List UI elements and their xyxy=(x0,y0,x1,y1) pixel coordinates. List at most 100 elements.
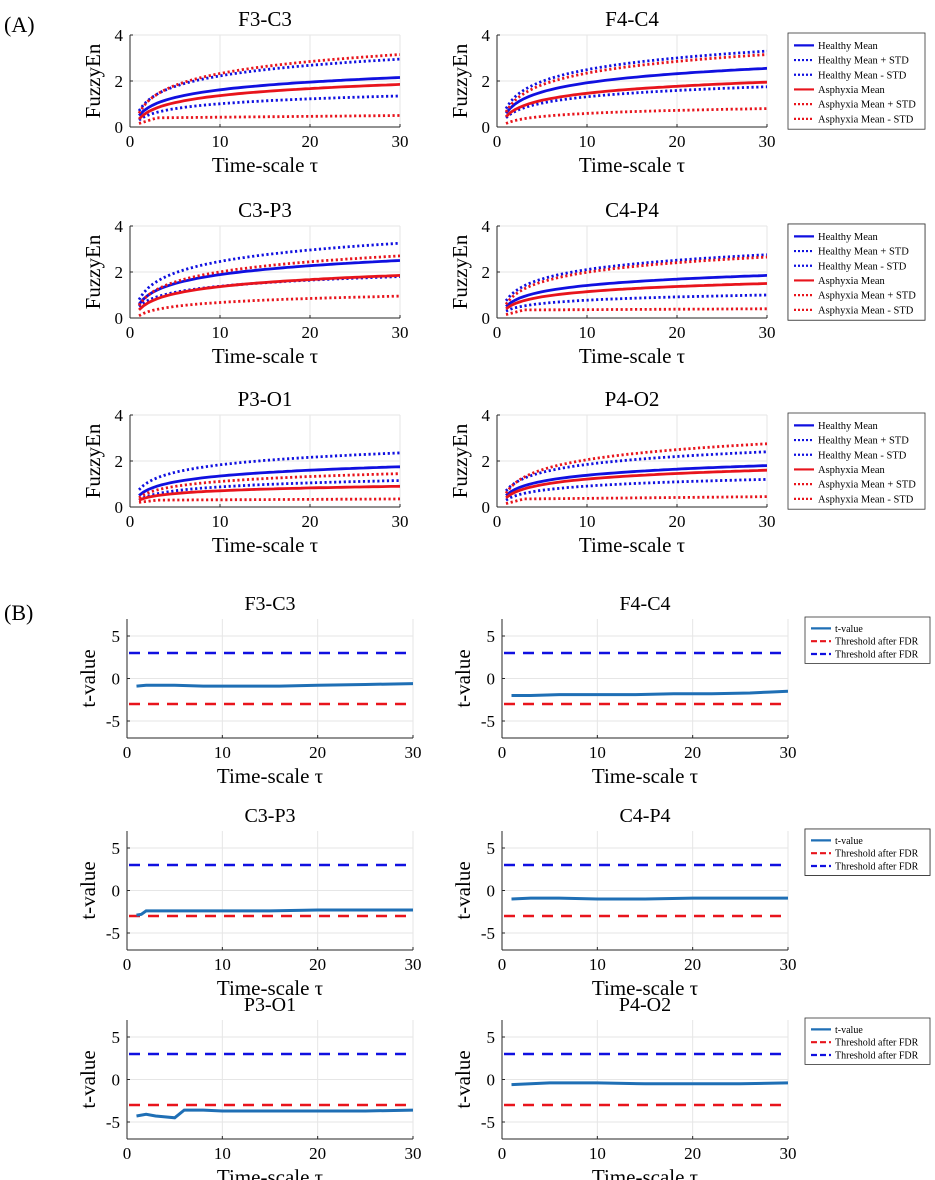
x-tick-label: 0 xyxy=(498,955,507,974)
x-tick-label: 0 xyxy=(498,1144,507,1163)
data-layer xyxy=(129,1052,413,1120)
data-layer xyxy=(129,651,413,706)
series-line-asphyxia-mean xyxy=(505,468,767,499)
x-axis-label: Time-scale τ xyxy=(217,1165,323,1180)
series-line-asphyxia-mean-std xyxy=(138,497,400,504)
series-line-healthy-mean-std xyxy=(137,57,400,112)
chart-title: F3-C3 xyxy=(238,7,292,31)
x-tick-label: 20 xyxy=(684,955,701,974)
x-tick-label: 20 xyxy=(309,743,326,762)
legend-label: Asphyxia Mean - STD xyxy=(818,114,914,125)
data-layer xyxy=(504,49,767,125)
y-tick-label: 0 xyxy=(487,670,496,689)
y-tick-label: 4 xyxy=(115,217,124,236)
legend-box: t-value Threshold after FDR Threshold afte… xyxy=(804,828,931,876)
y-tick-label: 0 xyxy=(115,118,124,137)
legend-label: Asphyxia Mean xyxy=(818,276,886,287)
y-tick-label: 2 xyxy=(482,452,491,471)
series-line-healthy-mean-std xyxy=(505,478,767,502)
x-axis-label: Time-scale τ xyxy=(579,153,685,177)
chart-title: C4-P4 xyxy=(619,805,670,827)
y-axis-label: t-value xyxy=(451,1050,475,1108)
y-axis-label: t-value xyxy=(76,861,100,919)
legend-label: Threshold after FDR xyxy=(835,1038,919,1049)
x-tick-label: 10 xyxy=(214,955,231,974)
y-tick-label: 4 xyxy=(115,406,124,425)
legend-frame xyxy=(787,223,926,321)
chart-title: F4-C4 xyxy=(619,593,670,615)
y-tick-label: 5 xyxy=(487,1028,496,1047)
series-line-asphyxia-mean-std xyxy=(504,53,767,113)
x-tick-label: 30 xyxy=(759,323,776,342)
series-line-asphyxia-mean xyxy=(138,274,400,311)
legend-label: Healthy Mean + STD xyxy=(818,56,909,67)
x-tick-label: 20 xyxy=(309,955,326,974)
x-tick-label: 0 xyxy=(123,1144,132,1163)
series-line-healthy-mean-std xyxy=(504,49,767,110)
x-tick-label: 0 xyxy=(126,512,135,531)
y-tick-label: 2 xyxy=(115,452,124,471)
x-axis-label: Time-scale τ xyxy=(212,533,318,557)
t-value-line xyxy=(511,689,788,697)
x-tick-label: 30 xyxy=(759,512,776,531)
x-tick-label: 10 xyxy=(589,1144,606,1163)
x-tick-label: 0 xyxy=(493,512,502,531)
series-line-healthy-mean-std xyxy=(505,293,767,313)
y-tick-label: -5 xyxy=(106,712,120,731)
y-tick-label: 5 xyxy=(112,627,121,646)
x-axis-label: Time-scale τ xyxy=(579,533,685,557)
x-tick-label: 30 xyxy=(405,955,422,974)
x-tick-label: 10 xyxy=(214,1144,231,1163)
data-layer xyxy=(138,451,400,504)
series-line-healthy-mean xyxy=(138,76,400,117)
y-tick-label: 0 xyxy=(112,1071,121,1090)
x-tick-label: 0 xyxy=(493,132,502,151)
series-line-healthy-mean xyxy=(138,465,400,497)
y-axis-label: FuzzyEn xyxy=(81,43,105,118)
y-tick-label: 0 xyxy=(482,498,491,517)
legend-frame xyxy=(787,412,926,510)
data-layer xyxy=(137,53,400,125)
x-tick-label: 10 xyxy=(212,132,229,151)
y-axis-label: FuzzyEn xyxy=(448,423,472,498)
legend-label: Asphyxia Mean xyxy=(818,85,886,96)
y-axis-label: t-value xyxy=(451,861,475,919)
x-tick-label: 10 xyxy=(579,512,596,531)
chart-title: P3-O1 xyxy=(238,387,293,411)
series-line-healthy-mean-std xyxy=(505,85,767,119)
series-line-healthy-mean xyxy=(505,274,767,308)
y-axis-label: FuzzyEn xyxy=(81,234,105,309)
y-axis-label: FuzzyEn xyxy=(448,43,472,118)
chart-a-c4-p4: 0 10 20 30 0 2 4 C4-P4 Time-scale τ FuzzyEn Health… xyxy=(448,198,926,368)
x-tick-label: 30 xyxy=(759,132,776,151)
series-line-asphyxia-mean-std xyxy=(137,53,400,114)
y-axis-label: FuzzyEn xyxy=(448,234,472,309)
y-tick-label: 0 xyxy=(482,118,491,137)
y-axis-label: t-value xyxy=(76,649,100,707)
series-line-asphyxia-mean xyxy=(138,484,400,502)
legend-box: Healthy Mean Healthy Mean + STD Healthy Me… xyxy=(787,412,926,510)
legend-label: Asphyxia Mean - STD xyxy=(818,494,914,505)
chart-title: C3-P3 xyxy=(244,805,295,827)
data-layer xyxy=(504,442,767,505)
x-tick-label: 20 xyxy=(302,323,319,342)
legend-box: t-value Threshold after FDR Threshold afte… xyxy=(804,1017,931,1065)
data-layer xyxy=(504,863,788,918)
x-axis-label: Time-scale τ xyxy=(592,1165,698,1180)
y-tick-label: 4 xyxy=(482,26,491,45)
legend-label: t-value xyxy=(835,1025,863,1036)
y-tick-label: 0 xyxy=(482,309,491,328)
chart-a-p4-o2: 0 10 20 30 0 2 4 P4-O2 Time-scale τ FuzzyEn Health… xyxy=(448,387,926,557)
x-tick-label: 10 xyxy=(212,323,229,342)
legend-label: Healthy Mean + STD xyxy=(818,247,909,258)
legend-label: Asphyxia Mean + STD xyxy=(818,100,916,111)
data-layer xyxy=(504,1052,788,1107)
x-axis-label: Time-scale τ xyxy=(579,344,685,368)
x-tick-label: 10 xyxy=(214,743,231,762)
series-line-healthy-mean-std xyxy=(138,479,400,502)
y-tick-label: 2 xyxy=(115,263,124,282)
legend-label: Healthy Mean xyxy=(818,421,879,432)
